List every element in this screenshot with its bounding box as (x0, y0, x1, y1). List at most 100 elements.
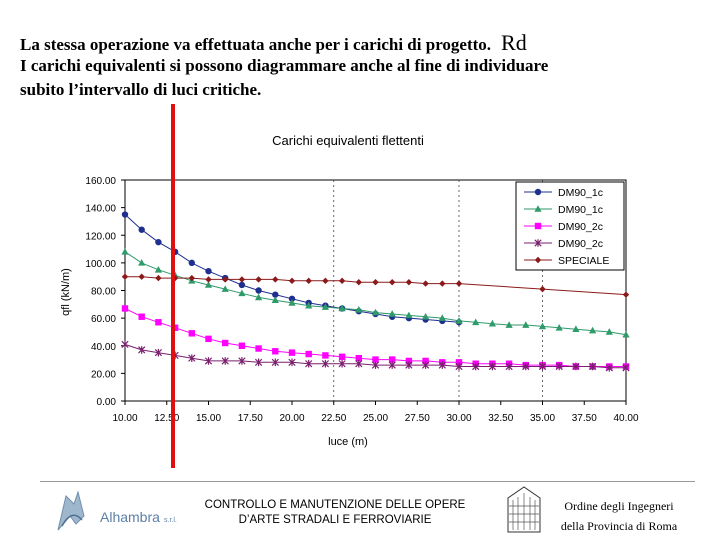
x-tick-label: 30.00 (446, 413, 471, 424)
x-tick-label: 15.00 (196, 413, 221, 424)
data-point (205, 267, 212, 275)
data-point (188, 330, 195, 337)
data-point (238, 357, 246, 365)
data-point (338, 277, 346, 285)
x-tick-label: 32.50 (488, 413, 513, 424)
data-point (288, 299, 296, 306)
footer-center-line-1: CONTROLLO E MANUTENZIONE DELLE OPERE (204, 499, 466, 511)
legend-entry: DM90_1c (524, 204, 603, 216)
legend-entry: DM90_2c (524, 238, 603, 250)
data-point (355, 306, 363, 313)
x-axis-label: luce (m) (328, 436, 368, 448)
data-point (205, 276, 212, 283)
data-point (522, 362, 530, 371)
data-point (154, 265, 162, 273)
footer-right-line-2: della Provincia di Roma (560, 519, 678, 533)
building-icon (505, 484, 543, 534)
data-point (221, 357, 229, 365)
x-tick-label: 22.50 (321, 413, 346, 424)
data-point (305, 359, 313, 368)
legend-entry: SPECIALE (524, 255, 609, 267)
x-tick-label: 10.00 (112, 413, 137, 424)
y-tick-label: 0.00 (97, 397, 117, 408)
legend-label: DM90_2c (558, 238, 603, 250)
data-point (455, 362, 463, 371)
x-tick-label: 40.00 (613, 413, 638, 424)
data-point (338, 353, 346, 360)
legend-label: DM90_2c (558, 221, 603, 233)
data-point (522, 321, 530, 328)
data-point (288, 277, 296, 285)
data-point (338, 304, 346, 312)
legend-entry: DM90_1c (524, 187, 603, 199)
data-point (371, 308, 380, 316)
data-point (389, 279, 396, 286)
data-point (355, 359, 363, 368)
x-tick-label: 17.50 (238, 413, 263, 424)
y-tick-label: 140.00 (85, 204, 116, 215)
data-point (305, 301, 313, 309)
alhambra-logo-icon: Alhambra s.r.l. (57, 490, 177, 531)
data-point (338, 359, 346, 368)
data-point (438, 314, 446, 321)
y-axis-label: qfl (kN/m) (60, 268, 72, 316)
legend-entry: DM90_2c (524, 221, 603, 233)
x-tick-label: 20.00 (279, 413, 304, 424)
data-point (238, 289, 246, 297)
data-point (238, 342, 246, 349)
y-tick-label: 120.00 (85, 231, 116, 242)
data-point (488, 319, 496, 327)
y-tick-label: 20.00 (91, 369, 116, 380)
data-point (121, 273, 129, 280)
footer-right-line-1: Ordine degli Ingegneri (564, 499, 674, 513)
slide-text-line-3: subito l’intervallo di luci critiche. (20, 80, 262, 99)
data-point (288, 358, 296, 367)
data-point (534, 222, 542, 230)
data-point (405, 311, 413, 319)
data-point (238, 276, 246, 283)
data-point (121, 211, 129, 218)
data-point (272, 276, 279, 283)
data-point (589, 326, 597, 334)
chart-title: Carichi equivalenti flettenti (272, 133, 424, 148)
data-series (121, 248, 630, 338)
data-point (534, 239, 542, 247)
data-point (288, 295, 296, 302)
data-point (204, 357, 213, 365)
slide-text-line-1: La stessa operazione va effettuata anche… (20, 30, 527, 56)
data-point (572, 362, 580, 371)
data-point (271, 296, 279, 303)
data-point (388, 310, 396, 317)
data-point (455, 280, 463, 287)
data-point (121, 340, 129, 349)
data-point (534, 256, 542, 264)
y-tick-label: 100.00 (85, 259, 116, 270)
data-point (505, 362, 513, 371)
data-point (221, 285, 229, 292)
data-point (538, 322, 547, 330)
data-point (422, 280, 429, 287)
data-point (355, 279, 362, 286)
data-point (188, 354, 196, 362)
data-point (254, 358, 263, 367)
data-point (422, 312, 430, 320)
y-tick-label: 40.00 (91, 342, 116, 353)
data-point (204, 281, 213, 288)
data-point (272, 291, 279, 298)
rd-label: Rd (501, 30, 527, 55)
data-point (138, 346, 146, 354)
data-point (388, 361, 396, 369)
data-point (321, 359, 330, 368)
data-point (205, 335, 212, 343)
data-point (455, 359, 463, 366)
data-point (222, 339, 229, 347)
data-point (255, 287, 262, 294)
alhambra-logo: Alhambra s.r.l. (48, 486, 188, 534)
data-point (438, 361, 446, 369)
x-tick-label: 37.50 (572, 413, 597, 424)
legend-label: SPECIALE (558, 255, 609, 267)
data-point (138, 226, 145, 233)
data-series (121, 340, 630, 372)
data-point (272, 348, 279, 355)
data-point (271, 358, 279, 367)
